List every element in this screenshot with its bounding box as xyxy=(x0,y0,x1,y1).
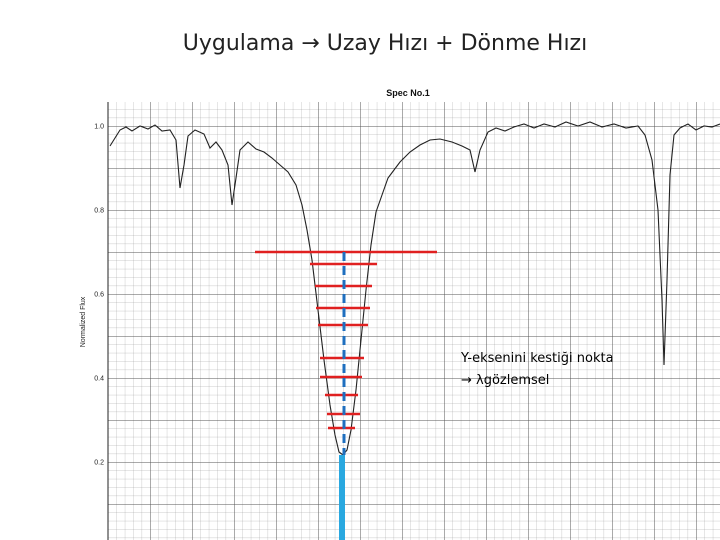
annotation-line: Y-eksenini kestiği nokta xyxy=(460,351,614,366)
y-tick-label: 0.4 xyxy=(94,376,104,383)
spectrum-line xyxy=(109,121,720,456)
graph-paper xyxy=(107,102,720,540)
slide-title: Uygulama → Uzay Hızı + Dönme Hızı xyxy=(183,31,587,56)
y-tick-label: 0.6 xyxy=(94,292,104,299)
y-tick-label: 1.0 xyxy=(94,124,104,131)
y-axis-label: Normalized Flux xyxy=(80,296,87,347)
y-tick-label: 0.2 xyxy=(94,460,104,467)
y-tick-label: 0.8 xyxy=(94,208,104,215)
plot-title: Spec No.1 xyxy=(386,88,430,98)
annotation-line: → λgözlemsel xyxy=(461,373,549,388)
